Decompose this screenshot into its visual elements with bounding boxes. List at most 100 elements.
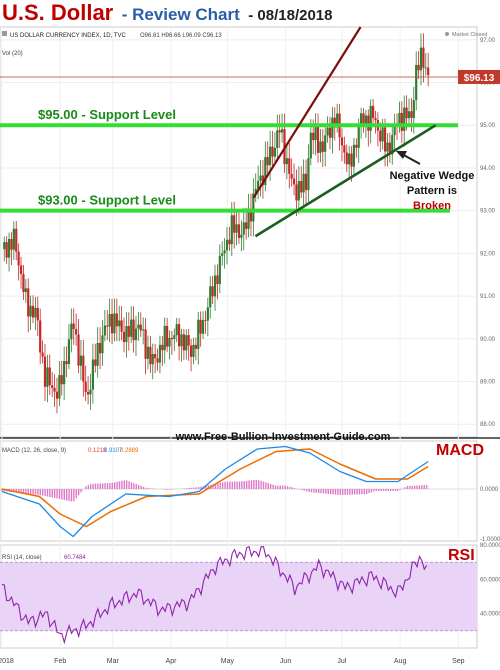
candle-body (245, 222, 248, 229)
candle-body (290, 173, 293, 179)
candle-body (7, 239, 11, 258)
candle-body (259, 175, 262, 181)
candle-body (383, 127, 387, 152)
candle-body (328, 127, 332, 138)
x-tick-label: Jun (280, 658, 291, 665)
candle-body (407, 111, 411, 119)
candle-body (158, 344, 162, 363)
candle-body (130, 319, 133, 337)
website-watermark: www.Free-Bullion-Investment-Guide.com (175, 431, 391, 443)
wedge-note-line2: Pattern is (407, 185, 457, 197)
market-status-icon (445, 32, 449, 36)
candle-body (249, 208, 253, 222)
candle-body (261, 175, 265, 185)
legend-ohlc: O96.61 H96.66 L96.09 C96.13 (140, 33, 222, 39)
candle-body (257, 180, 260, 189)
candle-body (388, 142, 391, 155)
x-tick-label: Aug (394, 658, 407, 665)
candle-body (185, 335, 188, 351)
candle-body (163, 325, 166, 351)
macd-value-line: 0.9107 (104, 448, 123, 454)
candle-body (24, 288, 27, 292)
candle-body (393, 124, 396, 136)
candle-body (5, 242, 8, 258)
candle-body (264, 157, 267, 185)
candle-body (269, 146, 272, 166)
candle-body (340, 137, 344, 146)
candle-body (79, 355, 83, 366)
candle-body (96, 343, 99, 366)
candle-body (297, 181, 300, 201)
candle-body (379, 130, 382, 142)
candle-body (398, 112, 401, 127)
candle-body (228, 239, 231, 245)
candle-body (314, 126, 317, 141)
candle-body (211, 286, 214, 297)
candle-body (412, 100, 415, 118)
macd-value-hist: 0.1218 (88, 448, 107, 454)
candle-body (273, 148, 276, 157)
candle-body (17, 251, 20, 266)
rsi-y-tick-label: 40.0000 (480, 612, 500, 618)
price-tag-text: $96.13 (464, 73, 495, 84)
candle-body (350, 153, 353, 167)
price-y-tick-label: 89.00 (480, 379, 496, 385)
candle-body (166, 325, 169, 347)
candle-body (132, 319, 135, 341)
candle-body (22, 274, 25, 292)
candle-body (381, 127, 384, 142)
x-tick-label: Feb (54, 658, 66, 665)
macd-value-signal: 0.2889 (120, 448, 139, 454)
candle-body (218, 255, 221, 285)
candle-body (319, 141, 322, 153)
rsi-value: 60.7484 (64, 555, 86, 561)
candle-body (189, 345, 193, 357)
candle-body (280, 129, 284, 133)
candle-body (324, 135, 327, 152)
candle-body (91, 359, 94, 390)
candle-body (29, 305, 32, 317)
candle-body (170, 337, 174, 340)
x-tick-label: Sep (452, 658, 465, 665)
candle-body (43, 356, 47, 387)
market-status-text: Market Closed (452, 32, 487, 38)
rsi-line (1, 545, 428, 645)
candle-body (41, 352, 44, 357)
candle-body (302, 173, 305, 193)
candle-body (237, 224, 241, 238)
candle-body (357, 124, 360, 148)
candle-body (70, 323, 73, 340)
support-label-95: $95.00 - Support Level (38, 107, 176, 122)
rsi-title: RSI (448, 547, 475, 564)
candle-body (134, 328, 138, 341)
candle-body (240, 234, 243, 238)
title-text: U.S. Dollar (2, 0, 114, 25)
candle-body (199, 319, 202, 334)
candle-body (156, 358, 159, 363)
candle-body (266, 157, 269, 166)
wedge-arrow-head (396, 151, 407, 159)
candle-body (34, 307, 37, 318)
candle-body (400, 112, 403, 131)
wedge-note-line1: Negative Wedge (390, 170, 475, 182)
candle-body (27, 288, 30, 317)
candle-body (201, 320, 205, 334)
candle-body (424, 67, 427, 69)
candle-body (403, 107, 406, 131)
candle-body (12, 228, 15, 250)
candle-body (364, 115, 368, 126)
candle-body (15, 228, 18, 252)
candle-body (225, 239, 229, 251)
candle-body (106, 325, 109, 327)
candle-body (278, 130, 281, 133)
candle-body (333, 117, 336, 128)
candle-body (192, 344, 195, 357)
candle-body (417, 64, 420, 71)
candle-body (67, 339, 71, 365)
candle-body (122, 331, 126, 343)
candle-body (58, 375, 61, 399)
candle-body (127, 326, 130, 337)
candle-body (84, 381, 87, 392)
candle-body (427, 67, 430, 76)
candle-body (142, 329, 145, 331)
